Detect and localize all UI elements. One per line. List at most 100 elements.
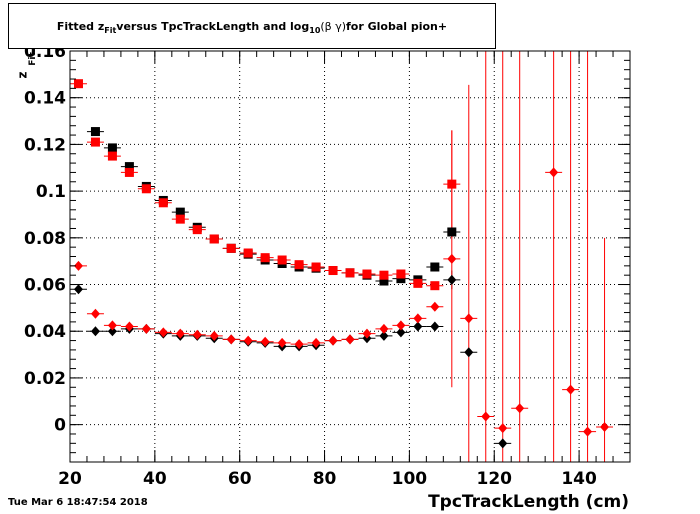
- x-tick-label: 140: [561, 469, 597, 489]
- diamond-marker: [430, 301, 440, 312]
- diamond-marker: [175, 328, 185, 339]
- square-marker: [260, 253, 270, 263]
- square-marker: [107, 143, 117, 153]
- y-tick-label: 0.02: [24, 369, 66, 389]
- y-tick-label: 0: [54, 416, 66, 436]
- square-marker: [90, 127, 100, 137]
- title-sub-10: 10: [309, 25, 321, 35]
- data-markers: [73, 79, 610, 449]
- square-marker: [226, 243, 236, 253]
- y-tick-label: 0.12: [24, 135, 66, 155]
- diamond-marker: [328, 335, 338, 346]
- y-tick-label: 0.04: [24, 322, 66, 342]
- error-bars: [70, 51, 614, 462]
- diamond-marker: [515, 403, 525, 414]
- y-axis-label-main: z: [15, 71, 30, 79]
- diamond-marker: [464, 347, 474, 358]
- diamond-marker: [447, 253, 457, 264]
- diamond-marker: [600, 421, 610, 432]
- diamond-marker: [481, 411, 491, 422]
- diamond-marker: [379, 330, 389, 341]
- diamond-marker: [447, 274, 457, 285]
- square-marker: [192, 225, 202, 235]
- title-prefix: Fitted z: [56, 19, 105, 33]
- diamond-marker: [192, 329, 202, 340]
- diamond-marker: [226, 334, 236, 345]
- y-axis-label: z Fit: [11, 52, 45, 84]
- square-marker: [311, 262, 321, 272]
- diamond-marker: [158, 327, 168, 338]
- y-tick-label: 0.14: [24, 89, 66, 109]
- square-marker: [73, 79, 83, 89]
- square-marker: [277, 255, 287, 265]
- square-marker: [90, 137, 100, 147]
- tick-labels: 20 40 60 80 100 120 140 0 0.02 0.04 0.06 0.08 0.1 0.1…: [24, 42, 597, 489]
- square-marker: [124, 167, 134, 177]
- diamond-marker: [124, 321, 134, 332]
- diamond-marker: [430, 321, 440, 332]
- square-marker: [209, 234, 219, 244]
- diamond-marker: [294, 339, 304, 350]
- diamond-marker: [90, 326, 100, 337]
- square-marker: [243, 248, 253, 258]
- diamond-marker: [107, 320, 117, 331]
- title-beta-gamma: (β γ): [320, 19, 346, 33]
- square-marker: [345, 268, 355, 278]
- square-marker: [175, 207, 185, 217]
- square-marker: [396, 274, 406, 284]
- diamond-marker: [73, 260, 83, 271]
- square-marker: [447, 179, 457, 189]
- diamond-marker: [583, 426, 593, 437]
- square-marker: [379, 270, 389, 280]
- y-tick-label: 0.1: [36, 182, 66, 202]
- square-marker: [362, 269, 372, 279]
- title-suffix: for Global pion+: [346, 19, 448, 33]
- diamond-marker: [90, 308, 100, 319]
- square-marker: [328, 266, 338, 276]
- square-marker: [141, 184, 151, 194]
- diamond-marker: [311, 337, 321, 348]
- diamond-marker: [498, 423, 508, 434]
- square-marker: [379, 276, 389, 286]
- x-tick-label: 80: [313, 469, 337, 489]
- y-axis-label-sub: Fit: [27, 52, 38, 66]
- y-tick-label: 0.06: [24, 276, 66, 296]
- diamond-marker: [107, 326, 117, 337]
- title-middle: versus TpcTrackLength and log: [116, 19, 310, 33]
- square-marker: [107, 151, 117, 161]
- square-marker: [158, 198, 168, 208]
- diamond-marker: [413, 321, 423, 332]
- timestamp: Tue Mar 6 18:47:54 2018: [8, 497, 148, 508]
- square-marker: [175, 214, 185, 224]
- plot-frame: [69, 50, 631, 463]
- chart-grid: [69, 50, 630, 462]
- diamond-marker: [209, 330, 219, 341]
- diamond-marker: [260, 336, 270, 347]
- diamond-marker: [396, 320, 406, 331]
- diamond-marker: [345, 334, 355, 345]
- diamond-marker: [243, 335, 253, 346]
- diamond-marker: [396, 327, 406, 338]
- diamond-marker: [73, 284, 83, 295]
- x-tick-label: 120: [476, 469, 512, 489]
- diamond-marker: [362, 328, 372, 339]
- square-marker: [430, 262, 440, 272]
- diamond-marker: [379, 323, 389, 334]
- diamond-marker: [498, 438, 508, 449]
- square-marker: [124, 162, 134, 172]
- square-marker: [396, 269, 406, 279]
- square-marker: [294, 260, 304, 270]
- x-tick-label: 20: [58, 469, 82, 489]
- square-marker: [447, 227, 457, 237]
- square-marker: [413, 278, 423, 288]
- diamond-marker: [277, 337, 287, 348]
- diamond-marker: [413, 313, 423, 324]
- diamond-marker: [464, 313, 474, 324]
- x-axis-label: TpcTrackLength (cm): [428, 492, 629, 512]
- x-tick-label: 40: [143, 469, 167, 489]
- chart-title: Fitted z Fit versus TpcTrackLength and l…: [8, 3, 496, 49]
- diamond-marker: [141, 323, 151, 334]
- square-marker: [430, 281, 440, 291]
- diamond-marker: [549, 167, 559, 178]
